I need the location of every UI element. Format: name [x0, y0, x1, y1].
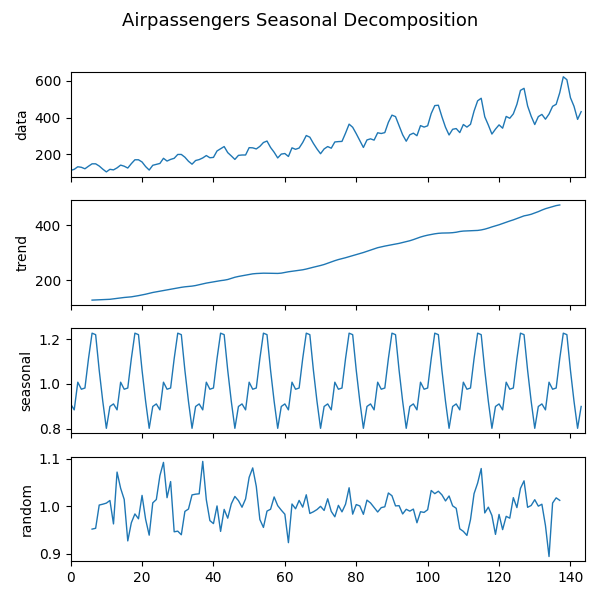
Y-axis label: data: data	[15, 109, 29, 140]
Y-axis label: seasonal: seasonal	[19, 350, 34, 412]
Y-axis label: random: random	[19, 482, 33, 536]
Text: Airpassengers Seasonal Decomposition: Airpassengers Seasonal Decomposition	[122, 12, 478, 30]
Y-axis label: trend: trend	[15, 234, 29, 271]
